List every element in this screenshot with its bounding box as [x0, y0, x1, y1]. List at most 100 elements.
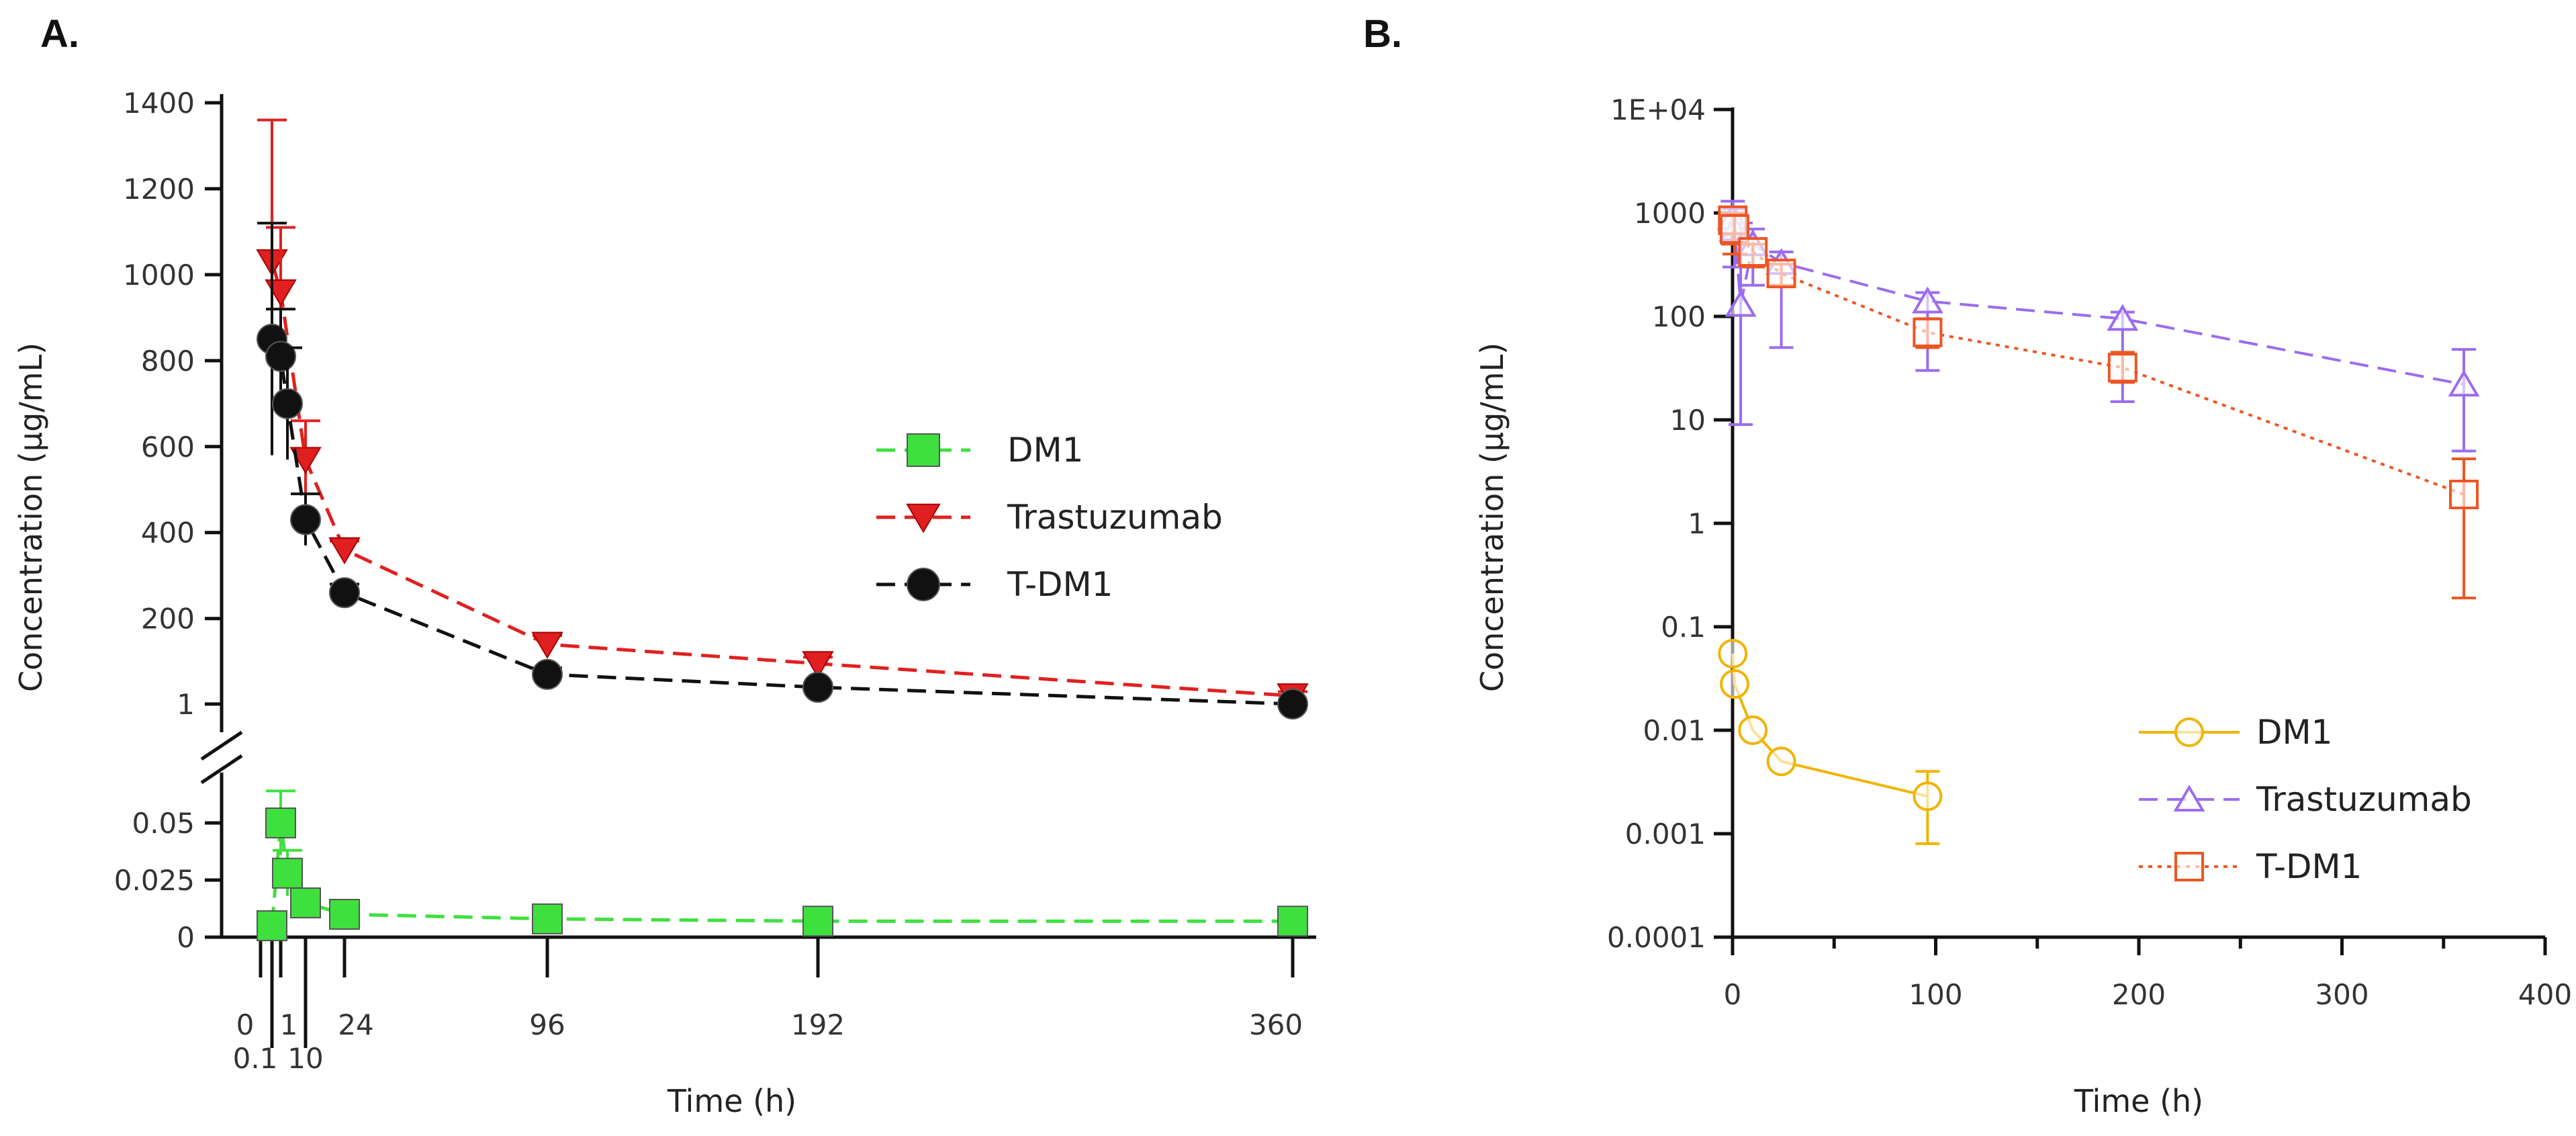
panel-b-legend: DM1 Trastuzumab T-DM1 — [2139, 713, 2472, 886]
y-tick-label: 0 — [177, 921, 195, 954]
x-tick-label: 0.1 — [233, 1042, 278, 1075]
data-point — [1738, 715, 1768, 745]
panel-b-x-title: Time (h) — [2074, 1083, 2203, 1119]
x-tick-label: 96 — [529, 1008, 565, 1041]
legend-label-t-dm1: T-DM1 — [1007, 565, 1113, 604]
y-tick-label: 100 — [1652, 300, 1706, 333]
y-tick-label: 400 — [141, 517, 195, 550]
series-t-dm1 — [257, 222, 1308, 719]
data-point — [265, 341, 296, 372]
y-tick-label: 0.1 — [1661, 611, 1706, 644]
data-point — [1911, 286, 1943, 314]
y-tick-label: 1400 — [123, 87, 195, 120]
y-tick-label: 0.001 — [1625, 818, 1706, 850]
legend-label-trastuzumab: Trastuzumab — [1007, 498, 1223, 537]
data-point — [1738, 237, 1768, 267]
data-point — [265, 807, 296, 838]
x-tick-label: 200 — [2112, 978, 2166, 1011]
data-point — [1277, 689, 1308, 719]
series-dm1 — [1718, 638, 1943, 845]
data-point — [532, 658, 563, 690]
legend-label-dm1: DM1 — [1007, 431, 1083, 470]
data-point — [802, 672, 833, 703]
panel-b-x-ticks: 0 100 200 300 400 — [1724, 937, 2572, 1011]
legend-marker — [2173, 785, 2205, 812]
panel-a-x-title: Time (h) — [667, 1083, 796, 1119]
x-tick-label: 10 — [287, 1042, 323, 1075]
legend-marker — [907, 568, 940, 601]
legend-marker — [907, 433, 940, 467]
legend-marker — [906, 503, 941, 533]
data-point — [1766, 259, 1796, 289]
y-tick-label: 0.0001 — [1607, 921, 1706, 954]
data-point — [329, 899, 360, 930]
legend-marker — [2174, 852, 2204, 881]
data-point — [272, 388, 303, 419]
data-point — [265, 279, 297, 307]
y-tick-label: 0.01 — [1643, 714, 1706, 747]
x-tick-label: 192 — [791, 1008, 845, 1041]
data-point — [1913, 317, 1943, 347]
legend-label-trastuzumab: Trastuzumab — [2256, 780, 2472, 819]
y-tick-label: 600 — [141, 431, 195, 464]
data-point — [1724, 290, 1757, 317]
data-point — [1720, 669, 1750, 699]
y-tick-label: 10 — [1670, 404, 1706, 437]
data-point — [2107, 353, 2137, 383]
series-t-dm1 — [1718, 205, 2479, 600]
data-point — [257, 910, 287, 941]
y-tick-label: 1000 — [123, 259, 195, 292]
data-point — [329, 577, 360, 609]
panel-a-series — [256, 118, 1309, 941]
panel-b-y-ticks: 0.0001 0.001 0.01 0.1 1 10 100 1000 1E+04 — [1607, 93, 1733, 954]
y-tick-label: 1 — [1688, 507, 1706, 540]
data-point — [272, 857, 303, 889]
data-point — [2448, 369, 2480, 397]
data-point — [1766, 746, 1796, 777]
data-point — [290, 504, 321, 535]
panel-b-y-title: Concentration (µg/mL) — [1474, 343, 1510, 692]
series-trastuzumab — [1716, 200, 2480, 453]
data-point — [290, 887, 321, 918]
x-tick-label: 1 — [280, 1008, 298, 1041]
panel-a-axis-break-top — [200, 730, 243, 761]
x-tick-label: 0 — [1724, 978, 1742, 1011]
data-point — [802, 906, 833, 937]
data-point — [802, 651, 834, 679]
series-dm1 — [257, 789, 1308, 941]
x-tick-label: 300 — [2315, 978, 2368, 1011]
series-line — [270, 338, 1293, 706]
series-line — [270, 261, 1293, 698]
data-point — [289, 447, 322, 474]
x-tick-label: 24 — [338, 1008, 373, 1041]
y-tick-label: 0.05 — [132, 807, 195, 840]
y-tick-label: 1200 — [123, 173, 195, 206]
data-point — [2107, 304, 2139, 331]
data-point — [531, 631, 563, 659]
y-tick-label: 1 — [177, 688, 195, 721]
y-tick-label: 800 — [141, 345, 195, 378]
data-point — [1277, 906, 1308, 937]
x-tick-label: 400 — [2518, 978, 2572, 1011]
x-tick-label: 100 — [1908, 978, 1962, 1011]
series-line — [1731, 217, 2465, 386]
legend-label-dm1: DM1 — [2256, 713, 2332, 752]
y-tick-label: 1E+04 — [1610, 93, 1706, 126]
panel-b-label: B. — [1363, 12, 1402, 56]
panel-a-legend: DM1 Trastuzumab T-DM1 — [876, 431, 1223, 604]
data-point — [328, 537, 361, 565]
y-tick-label: 0.025 — [114, 864, 195, 897]
data-point — [532, 903, 563, 934]
panel-a-y-title: Concentration (µg/mL) — [13, 343, 49, 692]
data-point — [1718, 638, 1748, 668]
panel-a-label: A. — [40, 12, 79, 56]
legend-label-t-dm1: T-DM1 — [2256, 847, 2362, 886]
y-tick-label: 200 — [141, 603, 195, 636]
panel-b: B. 0.0001 0.001 0.01 0.1 1 10 100 100 0 1E+04 0 10… — [1363, 12, 2572, 1119]
legend-marker — [2174, 717, 2204, 747]
data-point — [2449, 480, 2479, 510]
